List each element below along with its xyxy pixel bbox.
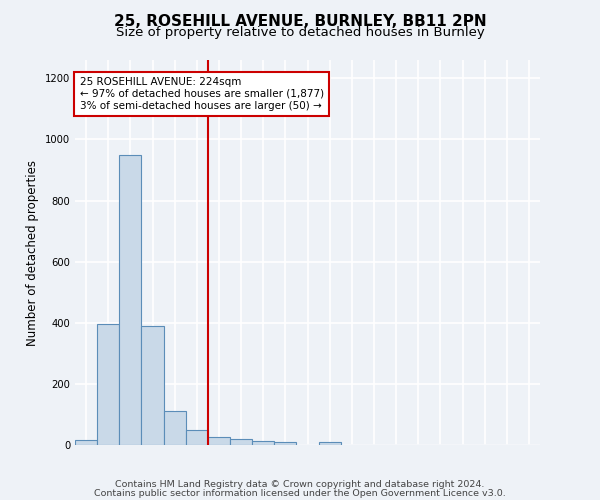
Text: 25, ROSEHILL AVENUE, BURNLEY, BB11 2PN: 25, ROSEHILL AVENUE, BURNLEY, BB11 2PN <box>113 14 487 29</box>
Bar <box>274 442 296 445</box>
Bar <box>75 440 97 445</box>
Text: Size of property relative to detached houses in Burnley: Size of property relative to detached ho… <box>116 26 484 39</box>
Text: Contains public sector information licensed under the Open Government Licence v3: Contains public sector information licen… <box>94 488 506 498</box>
Text: 25 ROSEHILL AVENUE: 224sqm
← 97% of detached houses are smaller (1,877)
3% of se: 25 ROSEHILL AVENUE: 224sqm ← 97% of deta… <box>80 78 324 110</box>
Bar <box>319 442 341 445</box>
Bar <box>142 326 164 445</box>
Bar <box>164 412 186 445</box>
Bar <box>230 439 252 445</box>
Text: Contains HM Land Registry data © Crown copyright and database right 2024.: Contains HM Land Registry data © Crown c… <box>115 480 485 489</box>
Bar <box>186 430 208 445</box>
Y-axis label: Number of detached properties: Number of detached properties <box>26 160 40 346</box>
Bar <box>252 442 274 445</box>
Bar <box>97 324 119 445</box>
Bar <box>119 154 142 445</box>
Bar <box>208 438 230 445</box>
